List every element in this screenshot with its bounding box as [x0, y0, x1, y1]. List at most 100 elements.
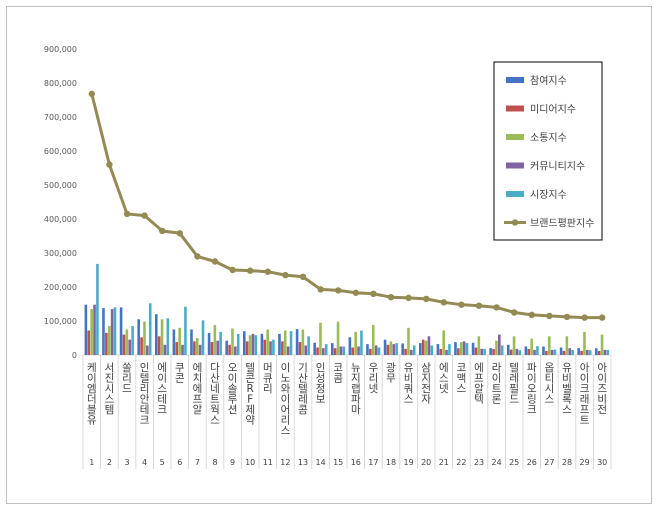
- category-label: 아: [597, 362, 607, 374]
- bar: [586, 349, 589, 355]
- category-label: 에: [474, 362, 484, 374]
- category-label: 더: [87, 394, 97, 406]
- bar: [319, 322, 322, 355]
- category-label: 쿼: [404, 383, 414, 395]
- category-label: 트: [580, 415, 590, 427]
- bar: [216, 340, 220, 355]
- bar: [313, 342, 316, 355]
- bar: [260, 333, 264, 355]
- bar: [266, 329, 269, 355]
- line-point: [264, 268, 271, 275]
- bar: [571, 349, 574, 355]
- bar: [87, 330, 91, 355]
- rank-label: 27: [544, 458, 554, 467]
- bar: [392, 344, 396, 355]
- line-point: [106, 161, 113, 168]
- category-label: 이: [527, 373, 537, 385]
- bar: [322, 348, 325, 355]
- bar: [527, 348, 531, 355]
- bar: [245, 341, 249, 355]
- category-label: 스: [562, 404, 572, 416]
- line-point: [317, 286, 324, 293]
- bar: [395, 343, 398, 355]
- rank-label: 20: [421, 458, 431, 467]
- category-label: 비: [404, 373, 414, 385]
- y-tick-label: 700,000: [44, 113, 77, 122]
- bar: [568, 348, 572, 355]
- category-label: 벨: [562, 383, 572, 395]
- legend-label: 커뮤니티지수: [530, 161, 585, 173]
- category-label: 에: [193, 362, 203, 374]
- y-tick-label: 0: [72, 351, 77, 360]
- rank-label: 19: [404, 458, 414, 467]
- bar: [113, 307, 117, 355]
- bar: [160, 319, 164, 355]
- category-label: 션: [228, 404, 238, 416]
- bar: [577, 348, 580, 355]
- y-tick-label: 400,000: [44, 215, 77, 224]
- category-label: 티: [545, 373, 555, 385]
- bar: [430, 345, 434, 355]
- line-point: [563, 313, 571, 321]
- bar: [483, 348, 486, 355]
- bar: [278, 333, 281, 355]
- line-point: [352, 289, 359, 296]
- bar: [122, 334, 126, 355]
- bar: [354, 331, 357, 355]
- bar: [374, 345, 378, 355]
- line-point: [282, 271, 289, 279]
- category-label: 텔: [245, 362, 255, 374]
- bar: [580, 350, 583, 355]
- bar: [96, 263, 99, 355]
- category-label: 레: [298, 394, 308, 406]
- category-label: 이: [597, 373, 607, 385]
- category-label: 텔: [509, 362, 519, 374]
- bar: [536, 346, 539, 355]
- bar: [193, 341, 196, 355]
- category-label: 노: [281, 373, 291, 385]
- bar: [410, 349, 413, 355]
- bar: [148, 303, 152, 355]
- bar: [606, 349, 610, 355]
- bar: [184, 306, 187, 355]
- line-point: [493, 304, 500, 311]
- bar: [477, 336, 481, 355]
- category-label: 드: [509, 394, 519, 406]
- bar: [234, 346, 237, 355]
- bar: [146, 345, 149, 355]
- legend-label: 시장지수: [530, 189, 567, 201]
- bar: [351, 347, 355, 355]
- category-label: 전: [421, 383, 431, 395]
- category-label: 루: [228, 394, 238, 406]
- category-label: 무: [386, 373, 396, 385]
- category-label: 코: [457, 362, 467, 374]
- category-label: 드: [122, 383, 132, 395]
- category-label: 리: [369, 373, 379, 385]
- bar: [377, 347, 381, 355]
- bar: [137, 319, 140, 355]
- bar: [495, 340, 498, 355]
- category-label: 리: [140, 383, 150, 395]
- category-label: 뉴: [351, 362, 361, 374]
- category-label: 어: [281, 404, 291, 416]
- rank-label: 25: [509, 458, 519, 467]
- bar: [107, 326, 111, 355]
- bar: [509, 349, 513, 355]
- line-point: [458, 301, 465, 308]
- category-label: 엠: [87, 383, 97, 395]
- bar: [195, 338, 199, 355]
- bar: [559, 347, 563, 355]
- category-label: 옵: [545, 362, 555, 374]
- bar: [448, 344, 451, 355]
- rank-label: 13: [298, 458, 308, 467]
- legend-swatch: [506, 105, 524, 112]
- category-label: 이: [87, 373, 97, 385]
- category-label: 지: [421, 373, 431, 385]
- chart-frame: 0 100,000 200,000 300,000 400,000 500,000 600,…: [6, 6, 652, 504]
- bar: [128, 339, 132, 355]
- rank-label: 24: [492, 458, 502, 467]
- rank-label: 11: [263, 458, 273, 467]
- bar: [231, 328, 234, 355]
- bar: [371, 325, 375, 355]
- bar: [401, 343, 404, 355]
